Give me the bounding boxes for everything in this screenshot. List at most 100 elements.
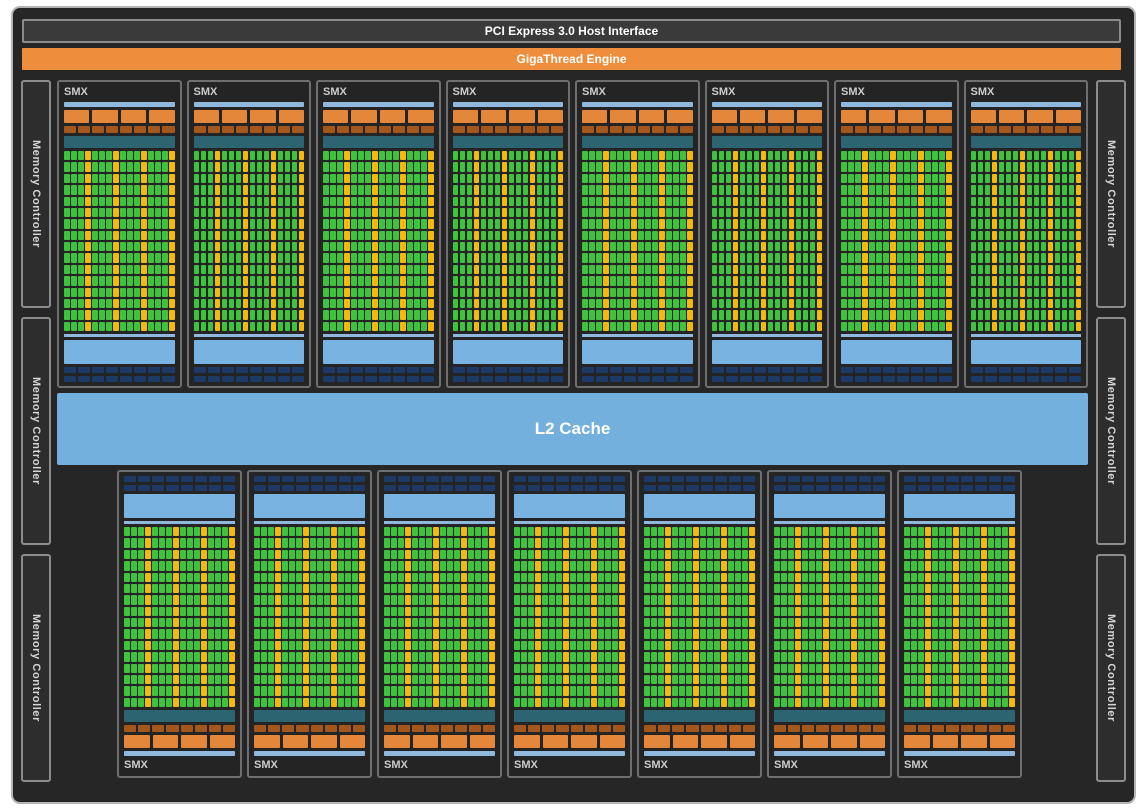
cuda-core-cell xyxy=(522,219,528,229)
cuda-core-cell xyxy=(658,686,664,696)
texture-unit-block xyxy=(148,367,161,373)
dp-unit-cell xyxy=(890,207,896,218)
cuda-core-cell xyxy=(767,264,773,275)
cuda-core-cell xyxy=(844,538,850,548)
cuda-core-cell xyxy=(651,606,657,616)
dp-unit-cell xyxy=(428,298,434,309)
cuda-core-cell xyxy=(781,618,787,628)
cuda-core-cell xyxy=(159,527,165,537)
texture-unit-row xyxy=(254,476,365,482)
cuda-core-cell xyxy=(412,697,418,707)
cuda-core-cell xyxy=(974,538,980,548)
dp-unit-cell xyxy=(890,162,896,172)
dp-unit-cell xyxy=(619,606,625,616)
cuda-core-cell xyxy=(391,652,397,662)
dp-unit-cell xyxy=(721,618,727,628)
cuda-core-cell xyxy=(1040,230,1046,240)
texture-unit-block xyxy=(106,367,119,373)
cuda-core-cell xyxy=(612,663,618,673)
cuda-core-cell xyxy=(78,253,84,263)
cuda-core-cell xyxy=(78,264,84,275)
cuda-core-cell xyxy=(187,697,193,707)
cuda-core-cell xyxy=(598,606,604,616)
cuda-core-cell xyxy=(261,595,267,605)
texture-unit-row xyxy=(124,485,235,491)
dispatch-unit-block xyxy=(480,126,493,133)
cuda-core-cell xyxy=(393,173,399,184)
cuda-core-cell xyxy=(939,253,945,263)
cuda-core-cell xyxy=(1002,652,1008,662)
cuda-core-cell xyxy=(310,652,316,662)
dispatch-unit-block xyxy=(482,725,495,732)
cuda-core-cell xyxy=(261,583,267,594)
cuda-core-cell xyxy=(421,321,427,331)
texture-unit-block xyxy=(767,376,780,382)
cuda-core-cell xyxy=(514,686,520,696)
cuda-core-cell xyxy=(414,242,420,252)
cuda-core-cell xyxy=(897,196,903,206)
cuda-core-cell xyxy=(673,287,679,297)
cuda-core-cell xyxy=(187,595,193,605)
cuda-core-cell xyxy=(249,230,255,240)
cuda-core-cell xyxy=(386,185,392,195)
cuda-core-cell xyxy=(802,185,808,195)
cuda-core-cell xyxy=(412,572,418,582)
dp-unit-cell xyxy=(535,629,541,639)
cuda-core-cell xyxy=(624,173,630,184)
cuda-core-cell xyxy=(235,310,241,320)
texture-unit-block xyxy=(468,485,481,491)
texture-unit-block xyxy=(268,485,281,491)
cuda-core-cell xyxy=(256,264,262,275)
cuda-core-cell xyxy=(549,629,555,639)
cuda-core-cell xyxy=(904,310,910,320)
dp-unit-cell xyxy=(428,321,434,331)
dp-unit-cell xyxy=(659,242,665,252)
cuda-core-cell xyxy=(946,652,952,662)
cuda-core-cell xyxy=(324,606,330,616)
dp-unit-cell xyxy=(400,242,406,252)
dp-unit-cell xyxy=(145,629,151,639)
cuda-core-cell xyxy=(918,606,924,616)
cuda-core-cell xyxy=(739,298,745,309)
cuda-core-cell xyxy=(638,310,644,320)
warp-scheduler-block xyxy=(897,110,924,123)
cuda-core-cell xyxy=(610,287,616,297)
register-file-bar xyxy=(124,710,235,722)
dp-unit-cell xyxy=(141,196,147,206)
cuda-core-cell xyxy=(284,242,290,252)
dp-unit-cell xyxy=(1047,287,1053,297)
dp-unit-cell xyxy=(953,583,959,594)
dp-unit-cell xyxy=(1075,219,1081,229)
cuda-core-cell xyxy=(714,561,720,571)
dp-unit-cell xyxy=(141,298,147,309)
cuda-core-cell xyxy=(159,561,165,571)
cuda-core-cell xyxy=(1068,253,1074,263)
cuda-core-cell xyxy=(998,230,1004,240)
warp-scheduler-block xyxy=(480,110,507,123)
cuda-core-cell xyxy=(624,253,630,263)
cuda-core-cell xyxy=(735,697,741,707)
dp-unit-cell xyxy=(591,527,597,537)
cuda-core-cell xyxy=(841,196,847,206)
cuda-core-cell xyxy=(522,242,528,252)
cuda-core-cell xyxy=(426,549,432,560)
cuda-core-cell xyxy=(200,276,206,286)
cuda-core-cell xyxy=(345,629,351,639)
cuda-core-cell xyxy=(228,310,234,320)
cuda-core-cell xyxy=(967,697,973,707)
cuda-core-cell xyxy=(64,173,70,184)
dp-unit-cell xyxy=(489,674,495,685)
shared-memory-cache-bar xyxy=(774,494,885,518)
cuda-core-cell xyxy=(152,663,158,673)
dp-unit-cell xyxy=(298,276,304,286)
texture-unit-block xyxy=(700,476,713,482)
dispatch-unit-row xyxy=(323,126,434,133)
cuda-core-cell xyxy=(522,230,528,240)
dp-unit-cell xyxy=(1047,207,1053,218)
cuda-core-cell xyxy=(788,561,794,571)
cuda-core-cell xyxy=(550,219,556,229)
cuda-core-cell xyxy=(816,538,822,548)
cuda-core-cell xyxy=(475,697,481,707)
cuda-core-cell xyxy=(596,207,602,218)
cuda-core-cell xyxy=(960,652,966,662)
